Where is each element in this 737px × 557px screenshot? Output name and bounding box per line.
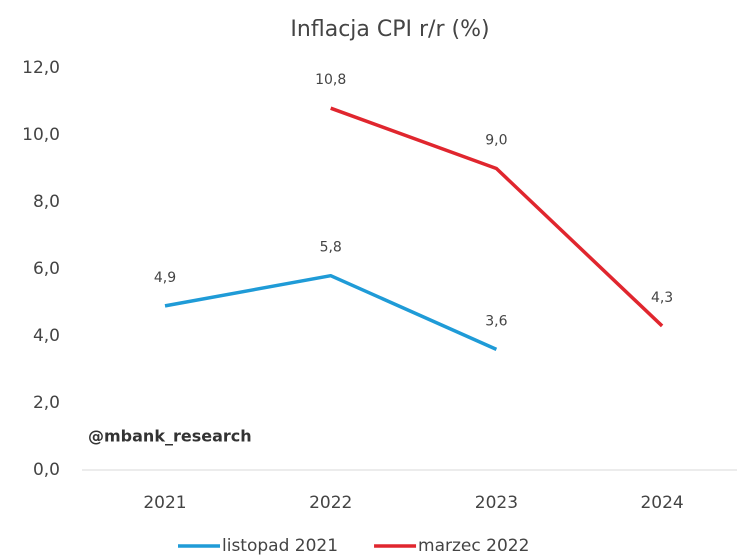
annotation: @mbank_research [88, 427, 252, 446]
y-tick-label: 4,0 [33, 326, 60, 346]
data-label: 9,0 [485, 133, 507, 149]
data-label: 4,3 [651, 290, 673, 306]
y-tick-label: 12,0 [22, 58, 60, 78]
y-tick-label: 6,0 [33, 259, 60, 279]
x-tick-label: 2023 [475, 493, 518, 513]
legend-label: listopad 2021 [222, 536, 338, 556]
y-tick-label: 10,0 [22, 125, 60, 145]
data-label: 10,8 [315, 72, 346, 88]
legend-label: marzec 2022 [418, 536, 529, 556]
data-label: 5,8 [320, 240, 342, 256]
y-tick-label: 8,0 [33, 192, 60, 212]
x-tick-label: 2024 [640, 493, 683, 513]
data-label: 3,6 [485, 313, 507, 329]
x-tick-label: 2021 [143, 493, 186, 513]
x-tick-label: 2022 [309, 493, 352, 513]
data-label: 4,9 [154, 270, 176, 286]
y-tick-label: 0,0 [33, 460, 60, 480]
series-line [164, 273, 498, 351]
chart-title: Inflacja CPI r/r (%) [290, 17, 489, 42]
y-tick-label: 2,0 [33, 393, 60, 413]
series-line [330, 106, 664, 328]
